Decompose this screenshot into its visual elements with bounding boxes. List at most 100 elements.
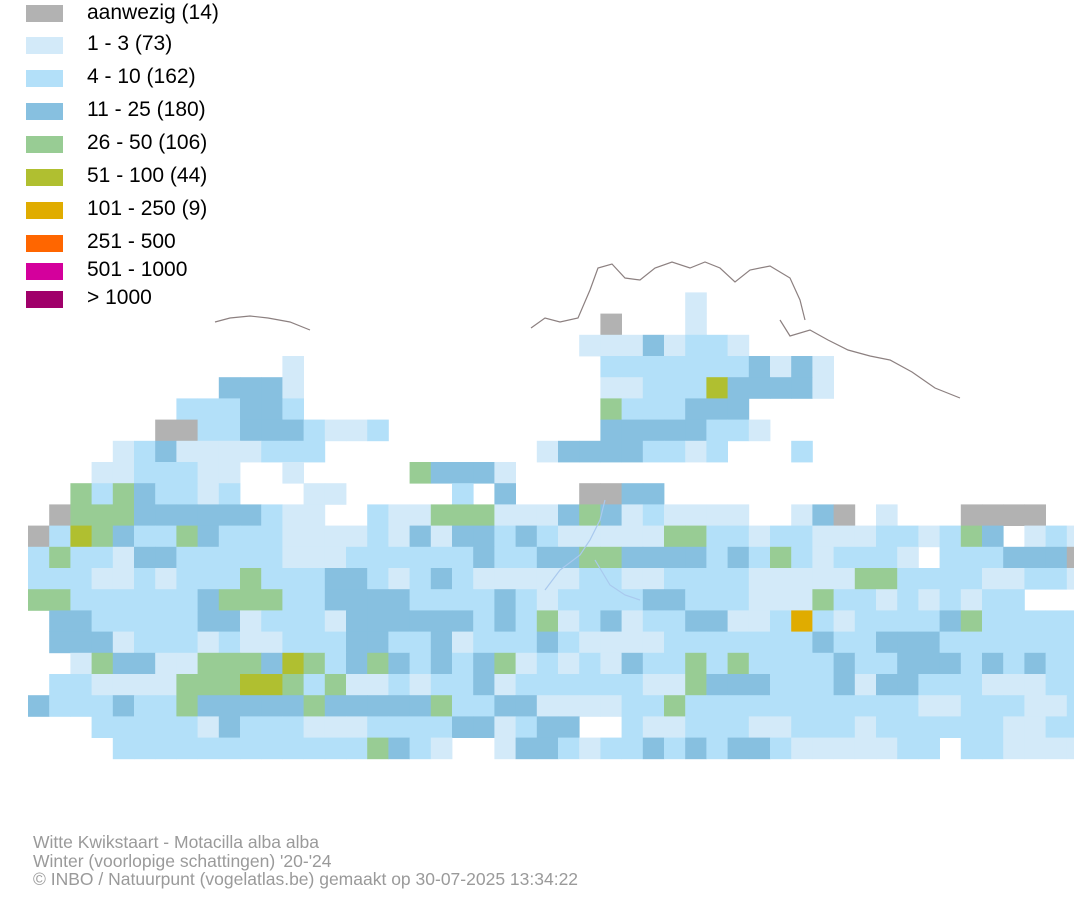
grid-cell bbox=[155, 589, 177, 611]
grid-cell bbox=[600, 737, 622, 760]
grid-cell bbox=[770, 568, 792, 590]
grid-cell bbox=[346, 589, 368, 611]
grid-cell bbox=[303, 589, 326, 611]
grid-cell bbox=[515, 568, 538, 590]
grid-cell bbox=[452, 483, 474, 505]
grid-cell bbox=[134, 589, 156, 611]
grid-cell bbox=[642, 610, 665, 632]
grid-cell bbox=[918, 652, 940, 675]
grid-cell bbox=[494, 716, 516, 738]
grid-cell bbox=[1066, 631, 1074, 654]
grid-cell bbox=[367, 695, 389, 717]
grid-cell bbox=[367, 631, 389, 654]
grid-cell bbox=[621, 631, 644, 654]
grid-cell bbox=[770, 652, 792, 675]
grid-cell bbox=[218, 589, 241, 611]
grid-cell bbox=[664, 589, 686, 611]
grid-cell bbox=[876, 610, 898, 632]
grid-cell bbox=[346, 546, 368, 569]
grid-cell bbox=[1045, 695, 1068, 717]
grid-cell bbox=[536, 568, 559, 590]
grid-cell bbox=[727, 356, 750, 378]
grid-cell bbox=[982, 504, 1004, 526]
grid-cell bbox=[430, 737, 453, 760]
grid-cell bbox=[664, 525, 686, 548]
grid-cell bbox=[685, 737, 707, 760]
grid-cell bbox=[49, 695, 71, 717]
grid-cell bbox=[748, 546, 771, 569]
grid-cell bbox=[494, 483, 516, 505]
grid-cell bbox=[982, 652, 1004, 675]
grid-cell bbox=[430, 568, 453, 590]
grid-cell bbox=[282, 716, 304, 738]
grid-cell bbox=[685, 525, 707, 548]
grid-cell bbox=[176, 525, 198, 548]
grid-cell bbox=[473, 716, 495, 738]
grid-cell bbox=[240, 398, 262, 420]
grid-cell bbox=[218, 631, 241, 654]
grid-cell bbox=[685, 695, 707, 717]
grid-cell bbox=[727, 737, 750, 760]
grid-cell bbox=[473, 631, 495, 654]
grid-cell bbox=[621, 525, 644, 548]
grid-cell bbox=[197, 525, 220, 548]
grid-cell bbox=[664, 695, 686, 717]
grid-cell bbox=[579, 652, 601, 675]
grid-cell bbox=[685, 652, 707, 675]
grid-cell bbox=[261, 716, 283, 738]
grid-cell bbox=[134, 568, 156, 590]
grid-cell bbox=[346, 419, 368, 442]
grid-cell bbox=[91, 568, 114, 590]
grid-cell bbox=[579, 334, 601, 357]
grid-cell bbox=[918, 525, 940, 548]
grid-cell bbox=[155, 737, 177, 760]
grid-cell bbox=[282, 674, 304, 696]
grid-cell bbox=[1045, 631, 1068, 654]
grid-cell bbox=[261, 631, 283, 654]
grid-cell bbox=[854, 674, 877, 696]
grid-cell bbox=[1003, 695, 1025, 717]
grid-cell bbox=[579, 440, 601, 463]
grid-cell bbox=[791, 737, 813, 760]
grid-cell bbox=[409, 504, 432, 526]
grid-cell bbox=[155, 462, 177, 484]
grid-cell bbox=[897, 610, 919, 632]
grid-cell bbox=[261, 419, 283, 442]
grid-cell bbox=[218, 652, 241, 675]
grid-cell bbox=[748, 652, 771, 675]
grid-cell bbox=[748, 525, 771, 548]
grid-cell bbox=[600, 674, 622, 696]
grid-cell bbox=[685, 610, 707, 632]
grid-cell bbox=[452, 589, 474, 611]
grid-cell bbox=[452, 631, 474, 654]
grid-cell bbox=[282, 652, 304, 675]
grid-cell bbox=[536, 610, 559, 632]
grid-cell bbox=[897, 652, 919, 675]
grid-cell bbox=[303, 737, 326, 760]
grid-cell bbox=[558, 589, 580, 611]
grid-cell bbox=[982, 716, 1004, 738]
grid-cell bbox=[621, 398, 644, 420]
grid-cell bbox=[155, 546, 177, 569]
grid-cell bbox=[558, 440, 580, 463]
grid-cell bbox=[324, 737, 347, 760]
grid-cell bbox=[261, 674, 283, 696]
grid-cell bbox=[346, 695, 368, 717]
grid-cell bbox=[324, 568, 347, 590]
grid-cell bbox=[558, 716, 580, 738]
grid-cell bbox=[939, 610, 962, 632]
grid-cell bbox=[452, 716, 474, 738]
grid-cell bbox=[515, 546, 538, 569]
grid-cell bbox=[324, 546, 347, 569]
grid-cell bbox=[706, 695, 728, 717]
grid-cell bbox=[388, 525, 410, 548]
grid-cell bbox=[579, 589, 601, 611]
grid-cell bbox=[558, 652, 580, 675]
grid-cell bbox=[960, 674, 983, 696]
grid-cell bbox=[600, 652, 622, 675]
grid-cell bbox=[918, 589, 940, 611]
grid-cell bbox=[1003, 568, 1025, 590]
grid-cell bbox=[240, 631, 262, 654]
grid-cell bbox=[494, 631, 516, 654]
grid-cell bbox=[282, 398, 304, 420]
